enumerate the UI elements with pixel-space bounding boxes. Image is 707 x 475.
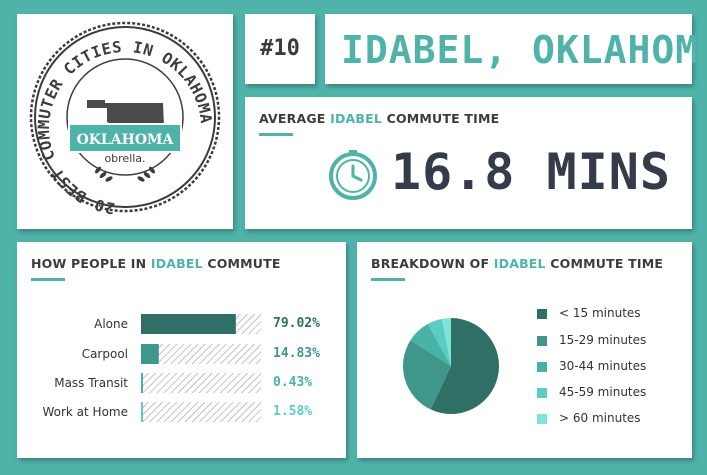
badge-card: 20 BEST COMMUTER CITIES IN OKLAHOMA OKLA… <box>17 14 233 229</box>
average-commute-value: 16.8 MINS <box>391 143 671 201</box>
mode-bar <box>141 402 143 422</box>
pie-slice <box>430 318 499 414</box>
legend-label: > 60 minutes <box>559 411 641 425</box>
rank-card: #10 <box>245 14 315 84</box>
badge-state-label: OKLAHOMA <box>77 132 175 148</box>
legend-swatch <box>537 362 547 372</box>
title-underline <box>31 278 65 281</box>
mode-bar-track <box>141 314 261 334</box>
mode-label: Alone <box>94 317 128 331</box>
city-title: IDABEL, OKLAHOMA <box>341 28 707 72</box>
mode-percent-label: 79.02% <box>273 316 320 331</box>
legend-swatch <box>537 388 547 398</box>
pie-slice <box>427 318 451 366</box>
mode-percent-label: 14.83% <box>273 346 320 361</box>
mode-bar <box>141 314 236 334</box>
mode-label: Carpool <box>81 347 128 361</box>
average-commute-card: AVERAGE IDABEL COMMUTE TIME 16.8 MINS <box>245 97 692 229</box>
title-underline <box>259 133 293 136</box>
legend-swatch <box>537 309 547 319</box>
mode-percent-label: 0.43% <box>273 375 313 390</box>
legend-label: 45-59 minutes <box>559 385 647 399</box>
city-card: IDABEL, OKLAHOMA <box>325 14 707 84</box>
mode-label: Work at Home <box>42 405 128 419</box>
mode-bar <box>141 373 143 393</box>
oklahoma-map-shape <box>87 100 164 129</box>
title-underline <box>371 278 405 281</box>
legend-label: 15-29 minutes <box>559 333 647 347</box>
laurel-icon <box>95 166 155 182</box>
commute-time-pie-chart <box>403 318 499 414</box>
breakdown-section-title: BREAKDOWN OF IDABEL COMMUTE TIME <box>371 256 664 271</box>
mode-bar-track <box>141 402 261 422</box>
mode-percent-label: 1.58% <box>273 404 313 419</box>
legend-label: 30-44 minutes <box>559 359 647 373</box>
badge-ribbon <box>68 123 182 153</box>
oklahoma-seal-badge: 20 BEST COMMUTER CITIES IN OKLAHOMA OKLA… <box>29 21 221 217</box>
pie-slice <box>442 318 451 366</box>
mode-bar <box>141 344 159 364</box>
badge-brand-logo: obrella. <box>104 152 145 165</box>
mode-bar-track <box>141 373 261 393</box>
modes-section-title: HOW PEOPLE IN IDABEL COMMUTE <box>31 256 281 271</box>
pie-slice <box>403 340 451 410</box>
legend-swatch <box>537 336 547 346</box>
rank-label: #10 <box>260 36 300 61</box>
commute-modes-card: HOW PEOPLE IN IDABEL COMMUTE Alone 79.02%… <box>17 242 346 458</box>
legend-swatch <box>537 414 547 424</box>
mode-bar-track <box>141 344 261 364</box>
mode-label: Mass Transit <box>54 376 128 390</box>
breakdown-card: BREAKDOWN OF IDABEL COMMUTE TIME < 15 mi… <box>357 242 692 458</box>
legend-label: < 15 minutes <box>559 306 641 320</box>
clock-icon <box>329 150 377 200</box>
pie-slice <box>410 323 451 366</box>
average-section-title: AVERAGE IDABEL COMMUTE TIME <box>259 111 500 126</box>
